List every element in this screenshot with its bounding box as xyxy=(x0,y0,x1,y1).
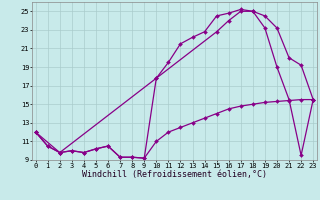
X-axis label: Windchill (Refroidissement éolien,°C): Windchill (Refroidissement éolien,°C) xyxy=(82,170,267,179)
